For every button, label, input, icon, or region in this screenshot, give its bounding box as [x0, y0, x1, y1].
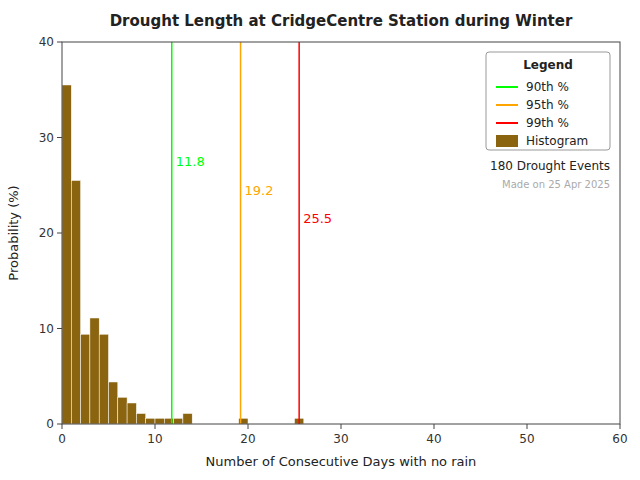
legend-swatch — [496, 104, 518, 106]
histogram-bar — [155, 418, 164, 424]
y-tick — [57, 137, 62, 138]
histogram-bar — [118, 397, 127, 424]
histogram-bar — [146, 418, 155, 424]
x-axis-label: Number of Consecutive Days with no rain — [206, 454, 477, 469]
y-axis-label: Probability (%) — [6, 185, 21, 280]
histogram-bar — [127, 403, 136, 424]
histogram-bar — [90, 318, 99, 424]
x-tick — [62, 424, 63, 429]
legend: Legend 90th % 95th % 99th % Histogram — [486, 52, 610, 150]
histogram-bar — [62, 85, 71, 424]
histogram-bar — [136, 413, 145, 424]
y-tick — [57, 424, 62, 425]
y-tick — [57, 233, 62, 234]
histogram-bar — [183, 413, 192, 424]
y-tick — [57, 328, 62, 329]
y-tick-label: 30 — [39, 131, 54, 145]
frame — [62, 42, 620, 424]
percentile-line — [240, 42, 242, 424]
x-tick-label: 10 — [147, 432, 162, 446]
legend-title: Legend — [523, 58, 573, 72]
y-tick-label: 10 — [39, 322, 54, 336]
line-label: 19.2 — [245, 183, 274, 198]
legend-entry: 99th % — [526, 116, 569, 130]
legend-box — [486, 52, 610, 150]
axes: 0 10 20 30 40 50 60 0 10 20 30 40 — [39, 35, 628, 446]
annotation: 180 Drought Events — [490, 159, 610, 173]
x-tick-label: 20 — [240, 432, 255, 446]
legend-swatch — [496, 122, 518, 124]
line-label: 11.8 — [176, 154, 205, 169]
percentile-line — [298, 42, 300, 424]
x-tick — [155, 424, 156, 429]
legend-entry: 95th % — [526, 98, 569, 112]
line-label: 25.5 — [303, 211, 332, 226]
legend-entry: 90th % — [526, 80, 569, 94]
title: Drought Length at CridgeCentre Station d… — [110, 12, 573, 30]
y-tick-label: 20 — [39, 226, 54, 240]
x-tick — [434, 424, 435, 429]
legend-swatch — [496, 135, 518, 147]
y-tick-label: 0 — [46, 417, 54, 431]
x-tick — [248, 424, 249, 429]
chart: 11.8 19.2 25.5 0 10 20 30 40 50 60 0 10 20 30 40 Drough… — [0, 0, 640, 480]
legend-entry: Histogram — [526, 134, 588, 148]
annotation: Made on 25 Apr 2025 — [502, 179, 610, 190]
legend-swatch — [496, 86, 518, 88]
line-labels: 11.8 19.2 25.5 — [176, 154, 332, 226]
x-tick — [620, 424, 621, 429]
x-tick-label: 50 — [519, 432, 534, 446]
x-tick — [341, 424, 342, 429]
histogram-bar — [109, 382, 118, 424]
histogram-bar — [174, 418, 183, 424]
percentile-line — [171, 42, 173, 424]
marks — [62, 42, 304, 424]
y-tick — [57, 42, 62, 43]
x-tick-label: 60 — [612, 432, 627, 446]
histogram-bar — [71, 180, 80, 424]
x-tick — [527, 424, 528, 429]
x-tick-label: 0 — [58, 432, 66, 446]
plot-area — [62, 42, 620, 424]
y-tick-label: 40 — [39, 35, 54, 49]
histogram-bar — [81, 334, 90, 424]
histogram-bar — [99, 334, 108, 424]
x-tick-label: 40 — [426, 432, 441, 446]
x-tick-label: 30 — [333, 432, 348, 446]
